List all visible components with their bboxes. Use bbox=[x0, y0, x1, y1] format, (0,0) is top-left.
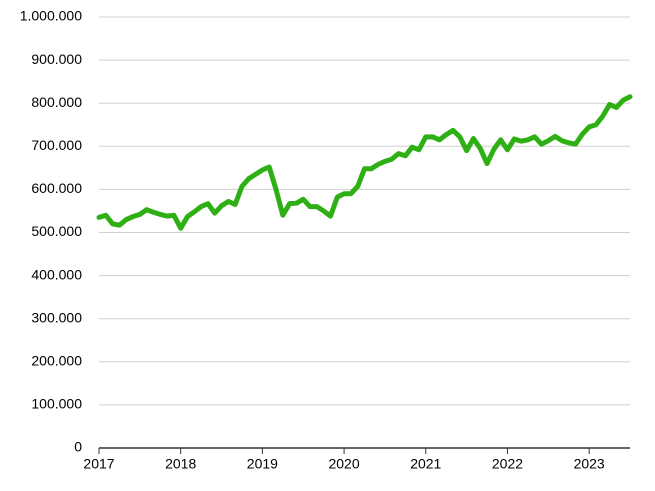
y-tick-label: 1.000.000 bbox=[20, 8, 82, 24]
x-tick-label: 2023 bbox=[574, 456, 605, 472]
y-tick-label: 300.000 bbox=[31, 309, 82, 325]
x-tick-label: 2020 bbox=[328, 456, 359, 472]
y-tick-label: 0 bbox=[74, 439, 82, 455]
x-tick-label: 2017 bbox=[83, 456, 114, 472]
y-tick-label: 700.000 bbox=[31, 137, 82, 153]
y-tick-label: 100.000 bbox=[31, 396, 82, 412]
x-tick-label: 2019 bbox=[247, 456, 278, 472]
x-tick-label: 2022 bbox=[492, 456, 523, 472]
x-tick-label: 2021 bbox=[410, 456, 441, 472]
y-tick-label: 800.000 bbox=[31, 94, 82, 110]
x-tick-label: 2018 bbox=[165, 456, 196, 472]
y-tick-label: 400.000 bbox=[31, 266, 82, 282]
y-tick-label: 900.000 bbox=[31, 51, 82, 67]
line bbox=[96, 94, 633, 231]
y-tick-label: 600.000 bbox=[31, 180, 82, 196]
y-tick-label: 500.000 bbox=[31, 223, 82, 239]
y-tick-label: 200.000 bbox=[31, 353, 82, 369]
